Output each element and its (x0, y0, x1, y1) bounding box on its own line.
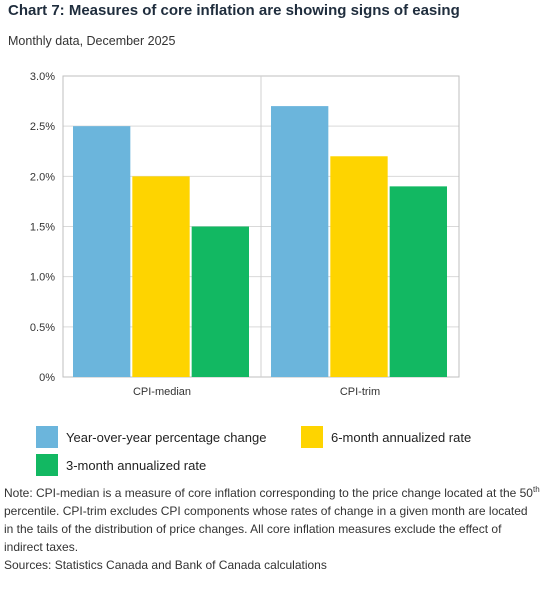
legend-label-6m: 6-month annualized rate (331, 429, 472, 445)
x-tick-label: CPI-trim (340, 386, 380, 398)
chart-title: Chart 7: Measures of core inflation are … (8, 2, 460, 19)
chart-note: Note: CPI-median is a measure of core in… (4, 484, 540, 574)
y-tick-label: 0% (39, 372, 55, 384)
legend-swatch-6m (301, 426, 323, 448)
bar-year-over-year-percentage-change-cpi-trim (271, 106, 329, 377)
legend-swatch-3m (36, 454, 58, 476)
legend-swatch-yoy (36, 426, 58, 448)
chart-sources: Sources: Statistics Canada and Bank of C… (4, 558, 327, 572)
bar-3-month-annualized-rate-cpi-median (191, 226, 249, 377)
bar-3-month-annualized-rate-cpi-trim (389, 186, 447, 377)
y-tick-label: 3.0% (30, 71, 55, 83)
note-superscript: th (532, 485, 540, 494)
y-tick-label: 2.5% (30, 121, 55, 133)
bar-chart: 0% 0.5% 1.0% 1.5% 2.0% 2.5% 3.0% CPI-median CPI-… (30, 71, 460, 398)
legend-item-6m: 6-month annualized rate (301, 426, 471, 448)
y-tick-label: 0.5% (30, 322, 55, 334)
chart-subtitle: Monthly data, December 2025 (8, 34, 176, 48)
legend-item-3m: 3-month annualized rate (36, 454, 206, 476)
bar-6-month-annualized-rate-cpi-median (132, 176, 190, 377)
legend-label-yoy: Year-over-year percentage change (66, 429, 267, 445)
x-tick-label: CPI-median (133, 386, 191, 398)
legend-item-yoy: Year-over-year percentage change (36, 426, 266, 448)
y-tick-label: 1.0% (30, 272, 55, 284)
y-tick-label: 2.0% (30, 171, 55, 183)
bar-6-month-annualized-rate-cpi-trim (330, 156, 388, 377)
note-part1: Note: CPI-median is a measure of core in… (4, 486, 533, 500)
bar-year-over-year-percentage-change-cpi-median (73, 126, 131, 378)
note-text: Note: CPI-median is a measure of core in… (4, 484, 540, 556)
note-part2: percentile. CPI-trim excludes CPI compon… (4, 504, 528, 554)
y-tick-label: 1.5% (30, 222, 55, 234)
legend-label-3m: 3-month annualized rate (66, 457, 207, 473)
